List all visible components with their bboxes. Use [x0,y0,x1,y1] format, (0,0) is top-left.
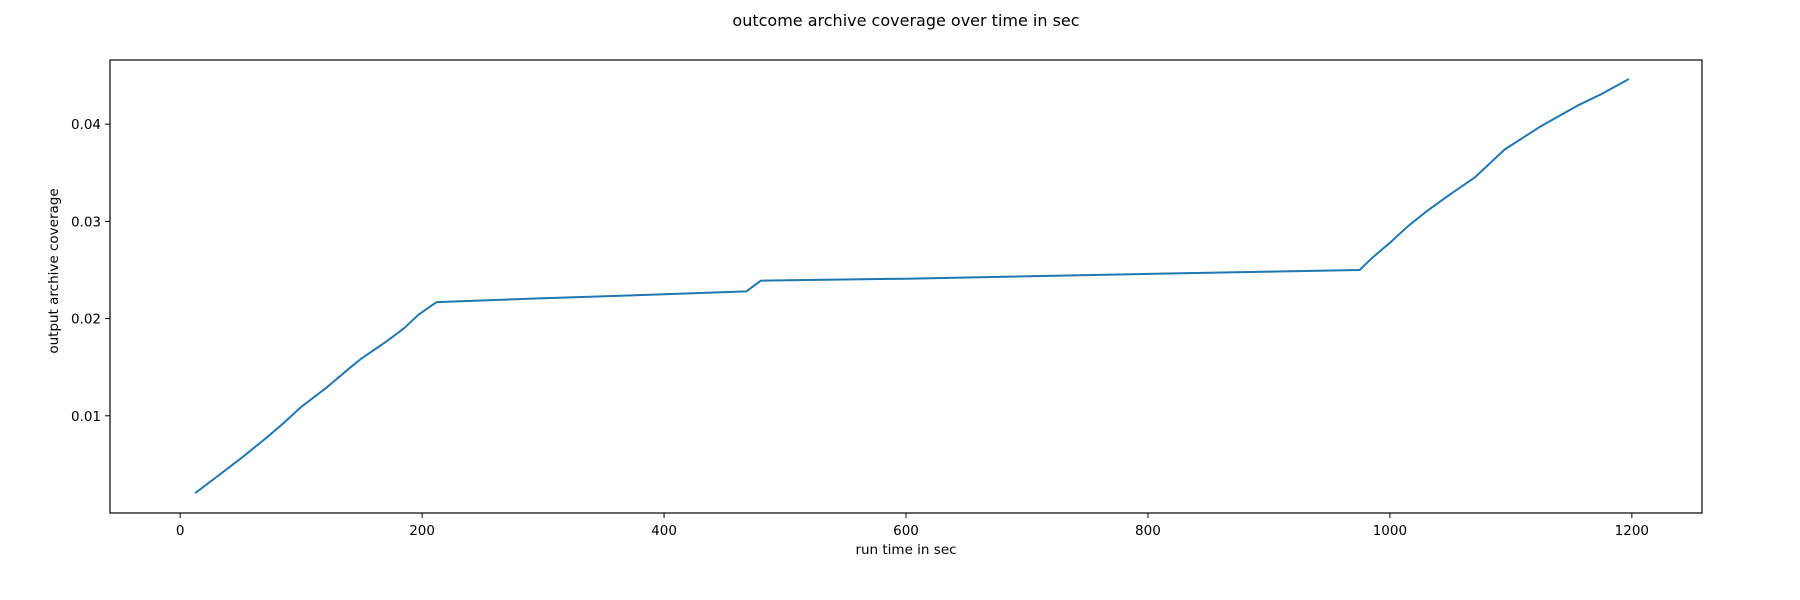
series-group [194,78,1630,494]
y-axis-label: output archive coverage [46,188,62,353]
x-axis: 0 200 400 600 800 1000 1200 [176,513,1649,539]
x-tick-label: 800 [1135,523,1161,539]
x-tick-label: 0 [176,523,185,539]
series-line [194,78,1630,494]
x-tick-label: 200 [409,523,435,539]
y-tick-label: 0.03 [71,214,101,230]
y-axis: 0.01 0.02 0.03 0.04 [71,117,110,425]
x-tick-label: 400 [651,523,677,539]
plot-frame [109,59,1703,514]
x-tick-label: 600 [893,523,919,539]
y-tick-label: 0.04 [71,117,101,133]
y-tick-label: 0.01 [71,409,101,425]
chart-title: outcome archive coverage over time in se… [732,11,1079,30]
x-tick-label: 1000 [1373,523,1407,539]
x-tick-label: 1200 [1615,523,1649,539]
y-tick-label: 0.02 [71,312,101,328]
x-axis-label: run time in sec [855,542,956,558]
